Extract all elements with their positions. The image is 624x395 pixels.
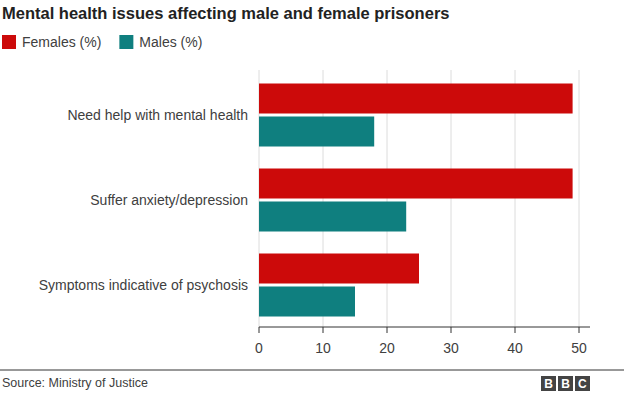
source-note: Source: Ministry of Justice [2, 376, 148, 390]
tick-mark [259, 327, 260, 333]
tick-label: 50 [571, 340, 587, 356]
x-axis-line [259, 327, 590, 328]
bar [259, 287, 355, 317]
tick-mark [387, 327, 388, 333]
bar [259, 117, 374, 147]
category-label: Need help with mental health [67, 107, 248, 123]
grid-line [579, 70, 580, 327]
tick-mark [515, 327, 516, 333]
tick-mark [451, 327, 452, 333]
legend-swatch [119, 35, 133, 49]
category-label: Symptoms indicative of psychosis [39, 277, 248, 293]
footer-rule [0, 370, 624, 371]
legend-label: Females (%) [22, 34, 101, 50]
legend-label: Males (%) [139, 34, 202, 50]
logo: BBC [541, 376, 595, 391]
legend: Females (%) Males (%) [2, 34, 202, 50]
tick-label: 10 [315, 340, 331, 356]
tick-label: 40 [507, 340, 523, 356]
chart-root: Mental health issues affecting male and … [0, 0, 624, 395]
chart-svg: Mental health issues affecting male and … [0, 0, 624, 395]
tick-label: 20 [379, 340, 395, 356]
bar [259, 84, 573, 114]
bars [259, 84, 573, 317]
category-label: Suffer anxiety/depression [90, 192, 248, 208]
tick-label: 30 [443, 340, 459, 356]
chart-title: Mental health issues affecting male and … [2, 4, 449, 22]
bar [259, 202, 406, 232]
bar [259, 169, 573, 199]
tick-label: 0 [255, 340, 263, 356]
tick-mark [579, 327, 580, 333]
bar [259, 254, 419, 284]
grid: 0 10 20 30 40 50 [255, 70, 587, 356]
logo-text: BBC [544, 377, 595, 391]
legend-swatch [2, 35, 16, 49]
category-labels: Need help with mental health Suffer anxie… [39, 107, 248, 293]
tick-mark [323, 327, 324, 333]
